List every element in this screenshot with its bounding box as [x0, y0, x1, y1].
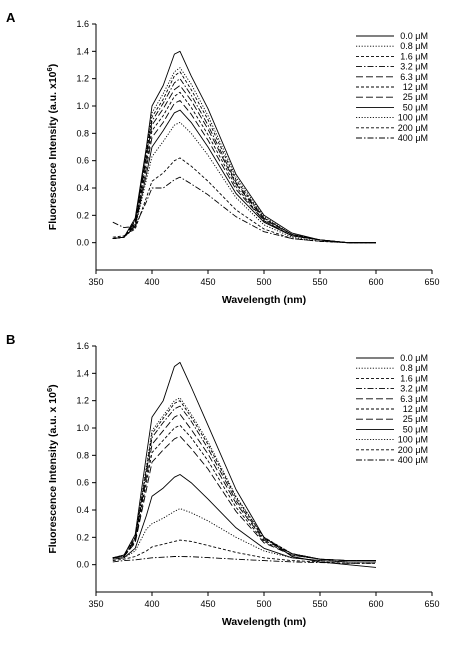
chart-b-series-line-8 [112, 508, 376, 563]
chart-b-y-tick-label: 0.0 [76, 560, 89, 570]
chart-a-series-line-7 [112, 109, 376, 244]
chart-b-legend-label-2: 1.6 μM [400, 373, 428, 383]
chart-a-x-tick-label: 350 [88, 277, 103, 287]
chart-b-x-tick-label: 600 [368, 599, 383, 609]
chart-b-series-line-3 [112, 405, 376, 562]
chart-a-y-tick-label: 0.0 [76, 238, 89, 248]
chart-b-y-tick-label: 0.6 [76, 478, 89, 488]
chart-a-series-line-0 [112, 50, 376, 244]
chart-a-legend-label-8: 100 μM [398, 113, 428, 123]
chart-a-legend-label-10: 400 μM [398, 133, 428, 143]
chart-b-legend-label-1: 0.8 μM [400, 363, 428, 373]
chart-b-x-tick-label: 350 [88, 599, 103, 609]
chart-a-legend-label-9: 200 μM [398, 123, 428, 133]
chart-b-series-line-9 [112, 539, 376, 564]
chart-b-x-tick-label: 450 [200, 599, 215, 609]
chart-a-x-tick-label: 650 [424, 277, 439, 287]
chart-a-x-tick-label: 600 [368, 277, 383, 287]
chart-a-series-line-3 [112, 78, 376, 244]
chart-a-svg: A 350 400 450 500 550 600 650 0.0 0.2 0.4 0.6 0.8 1.0… [6, 10, 440, 306]
chart-b-legend-label-9: 200 μM [398, 445, 428, 455]
chart-b-x-axis-title: Wavelength (nm) [222, 616, 306, 628]
chart-b-y-tick-label: 0.4 [76, 505, 89, 515]
chart-b-series-line-1 [112, 397, 376, 562]
chart-a-series-line-6 [112, 100, 376, 244]
chart-b-legend-label-3: 3.2 μM [400, 384, 428, 394]
chart-b-y-tick-label: 1.6 [76, 341, 89, 351]
chart-a-legend-label-6: 25 μM [403, 92, 428, 102]
chart-b-x-tick-label: 550 [312, 599, 327, 609]
chart-b-y-tick-label: 1.2 [76, 396, 89, 406]
chart-a-x-tick-label: 400 [144, 277, 159, 287]
chart-a-x-axis-title: Wavelength (nm) [222, 294, 306, 306]
chart-b-series-line-0 [112, 361, 377, 568]
chart-b-y-tick-label: 1.4 [76, 368, 89, 378]
chart-a-legend-label-4: 6.3 μM [400, 72, 428, 82]
chart-b-y-axis-title: Fluorescence Intensity (a.u. x 106) [45, 384, 60, 553]
chart-a-series-line-10 [112, 176, 376, 244]
chart-panel-a: A 350 400 450 500 550 600 650 0.0 0.2 0.4 0.6 0.8 1.0… [0, 0, 462, 322]
chart-a-x-tick-label: 450 [200, 277, 215, 287]
chart-a-y-axis-title-close: ) [47, 64, 59, 68]
chart-a-x-tick-label: 500 [256, 277, 271, 287]
chart-b-y-axis-title-close: ) [47, 384, 59, 388]
chart-b-legend-label-8: 100 μM [398, 435, 428, 445]
chart-b-x-tick-label: 500 [256, 599, 271, 609]
chart-b-legend-label-7: 50 μM [403, 424, 428, 434]
chart-a-series-line-1 [112, 67, 376, 244]
chart-a-series-line-9 [112, 157, 376, 244]
chart-a-series-line-5 [112, 91, 376, 244]
chart-a-y-tick-label: 1.6 [76, 19, 89, 29]
chart-a-y-tick-label: 1.0 [76, 101, 89, 111]
chart-b-series-line-4 [112, 413, 376, 562]
chart-b-y-tick-label: 1.0 [76, 423, 89, 433]
chart-b-series-line-2 [112, 400, 376, 562]
chart-b-svg: B 350 400 450 500 550 600 650 0.0 0.2 0.4 0.6 0.8 1.0… [6, 332, 440, 628]
chart-b-series-line-7 [112, 474, 376, 563]
chart-b-legend-label-0: 0.0 μM [400, 353, 428, 363]
chart-a-y-tick-label: 0.4 [76, 183, 89, 193]
chart-a-y-tick-label: 0.6 [76, 156, 89, 166]
chart-a-legend-label-3: 3.2 μM [400, 62, 428, 72]
chart-b-x-tick-label: 650 [424, 599, 439, 609]
chart-a-series-line-8 [112, 121, 376, 244]
chart-a-legend-label-5: 12 μM [403, 82, 428, 92]
chart-a-y-tick-label: 0.8 [76, 128, 89, 138]
chart-a-series-line-4 [112, 85, 376, 244]
chart-b-y-axis-title-text: Fluorescence Intensity (a.u. x 10 [47, 392, 59, 554]
chart-b-y-axis-title-superscript: 6 [45, 388, 54, 392]
chart-b-x-tick-label: 400 [144, 599, 159, 609]
chart-b-series-line-10 [112, 556, 376, 564]
chart-a-y-tick-label: 0.2 [76, 210, 89, 220]
chart-b-legend-label-4: 6.3 μM [400, 394, 428, 404]
chart-a-legend-label-0: 0.0 μM [400, 31, 428, 41]
chart-b-legend-label-6: 25 μM [403, 414, 428, 424]
chart-a-y-axis-title-superscript: 6 [45, 67, 54, 71]
chart-a-legend-label-2: 1.6 μM [400, 51, 428, 61]
chart-a-legend-label-1: 0.8 μM [400, 41, 428, 51]
chart-b-series-line-6 [112, 435, 376, 562]
chart-a-x-tick-label: 550 [312, 277, 327, 287]
chart-a-y-axis-title: Fluorescence Intensity (a.u. x106) [45, 64, 60, 230]
chart-panel-b: B 350 400 450 500 550 600 650 0.0 0.2 0.4 0.6 0.8 1.0… [0, 322, 462, 644]
chart-b-y-tick-label: 0.2 [76, 532, 89, 542]
chart-b-series-line-5 [112, 424, 376, 562]
chart-b-legend-label-10: 400 μM [398, 455, 428, 465]
chart-a-y-tick-label: 1.4 [76, 46, 89, 56]
chart-a-legend-label-7: 50 μM [403, 102, 428, 112]
chart-a-y-axis-title-text: Fluorescence Intensity (a.u. x10 [47, 71, 59, 230]
chart-b-legend-label-5: 12 μM [403, 404, 428, 414]
chart-b-y-tick-label: 0.8 [76, 450, 89, 460]
chart-a-panel-label: A [6, 10, 16, 25]
chart-b-panel-label: B [6, 332, 15, 347]
chart-a-y-tick-label: 1.2 [76, 74, 89, 84]
